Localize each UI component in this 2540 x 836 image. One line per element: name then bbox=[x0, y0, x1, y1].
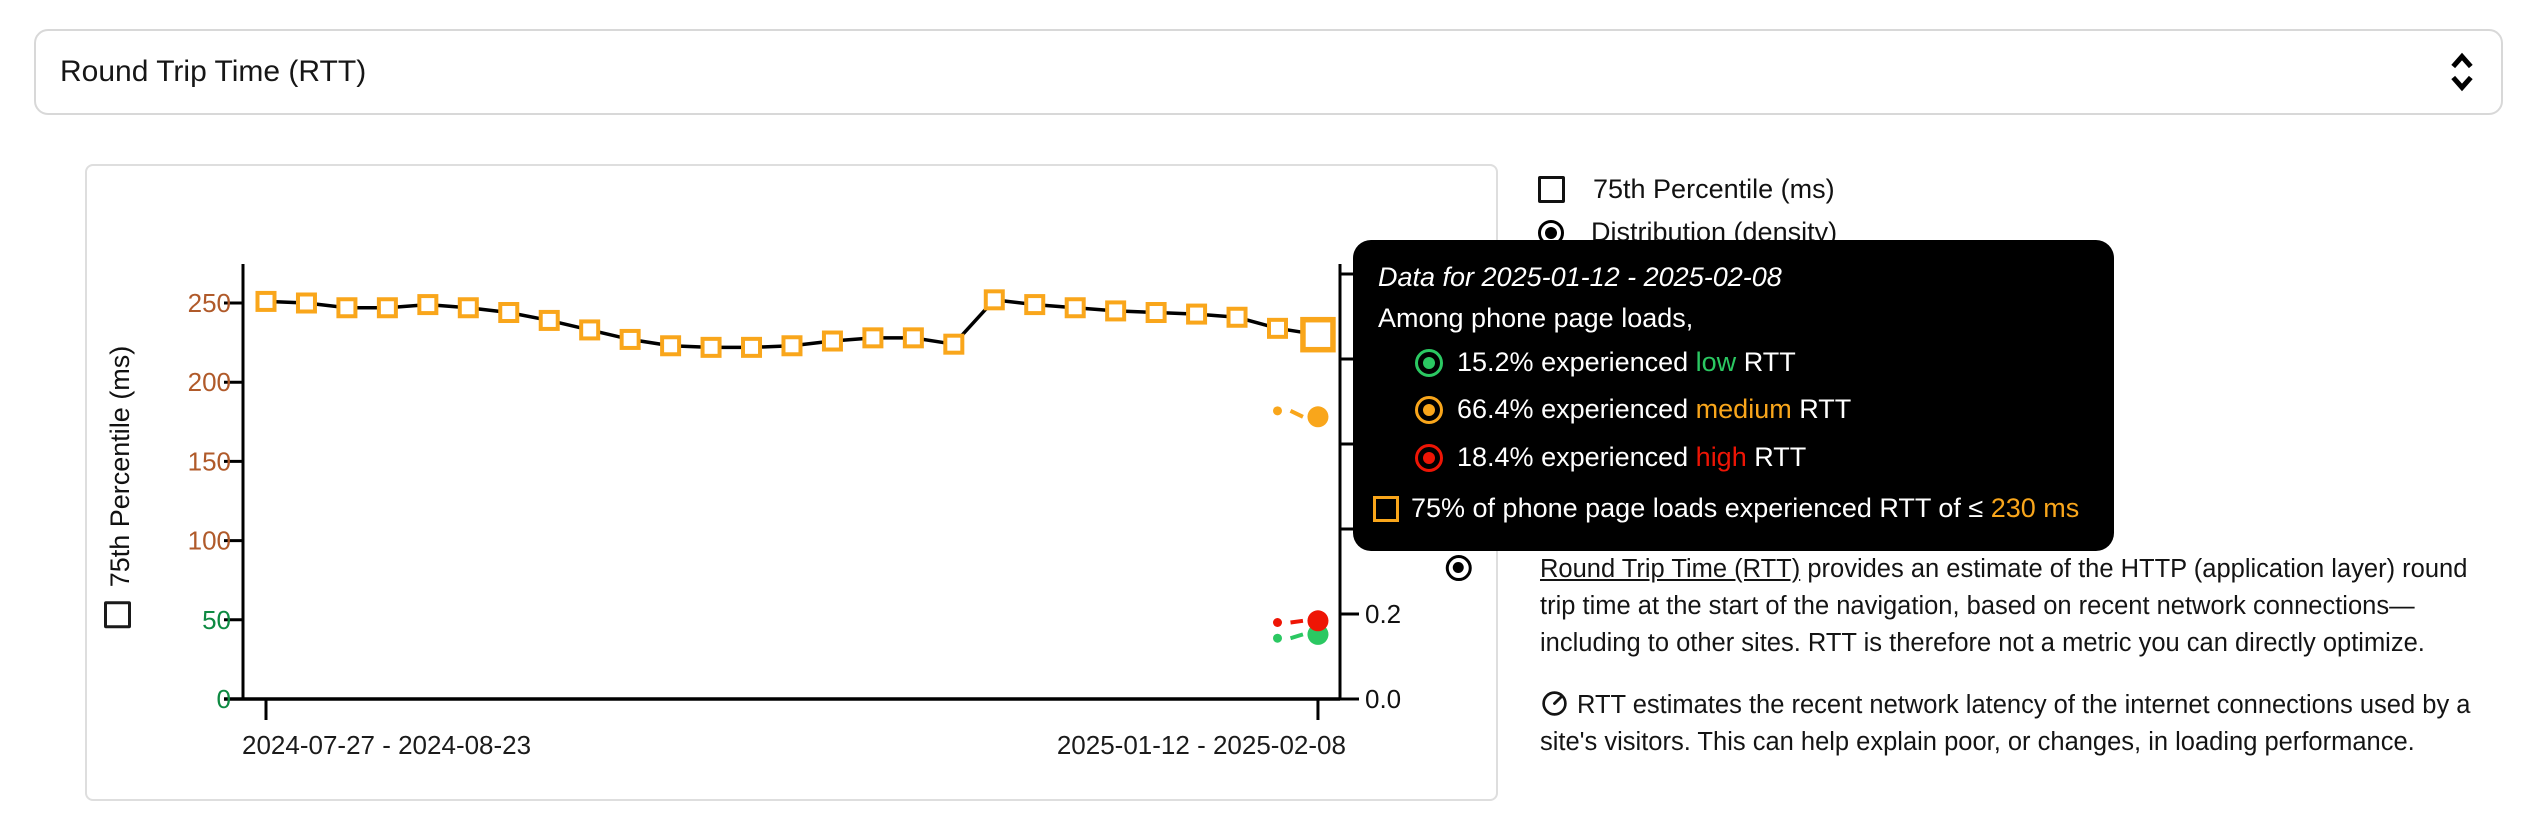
svg-text:0.6: 0.6 bbox=[1365, 429, 1401, 459]
description-paragraph-2: RTT estimates the recent network latency… bbox=[1540, 691, 2471, 756]
unfold-more-icon bbox=[2451, 52, 2473, 92]
svg-text:2024-07-27 - 2024-08-23: 2024-07-27 - 2024-08-23 bbox=[242, 730, 531, 760]
radio-selected-icon bbox=[1445, 555, 1472, 582]
legend-item-75th-percentile[interactable]: 75th Percentile (ms) bbox=[1538, 168, 1837, 211]
metric-select[interactable]: Round Trip Time (RTT) bbox=[34, 29, 2503, 115]
svg-text:0.2: 0.2 bbox=[1365, 599, 1401, 629]
legend-item-distribution[interactable]: Distribution (density) bbox=[1538, 211, 1837, 254]
radio-selected-icon bbox=[1538, 219, 1564, 246]
rtt-docs-link[interactable]: Round Trip Time (RTT) bbox=[1540, 555, 1801, 583]
svg-text:1.0: 1.0 bbox=[1365, 259, 1401, 289]
left-axis-toggle[interactable]: 75th Percentile (ms) bbox=[104, 346, 136, 629]
right-axis-toggle[interactable]: Distribution (density) bbox=[1436, 296, 1472, 582]
chart-card: 0 50 100 150 200 250 0.0 0.2 0.4 0.6 0.8 1.0 2024-07… bbox=[85, 164, 1498, 801]
svg-text:0: 0 bbox=[217, 684, 231, 714]
metric-description: Round Trip Time (RTT) provides an estima… bbox=[1540, 551, 2498, 786]
svg-text:0.0: 0.0 bbox=[1365, 684, 1401, 714]
svg-text:150: 150 bbox=[188, 446, 231, 476]
series-legend: 75th Percentile (ms) Distribution (densi… bbox=[1538, 168, 1837, 254]
right-axis-label: Distribution (density) bbox=[1436, 296, 1467, 544]
svg-text:0.8: 0.8 bbox=[1365, 344, 1401, 374]
description-paragraph-1: Round Trip Time (RTT) provides an estima… bbox=[1540, 555, 2468, 657]
checkbox-unchecked-icon bbox=[1538, 176, 1565, 203]
left-axis-label: 75th Percentile (ms) bbox=[105, 345, 135, 588]
svg-text:0.4: 0.4 bbox=[1365, 514, 1401, 544]
legend-label: Distribution (density) bbox=[1591, 217, 1838, 247]
svg-text:250: 250 bbox=[188, 288, 231, 318]
svg-text:100: 100 bbox=[188, 526, 231, 556]
checkbox-icon bbox=[104, 601, 131, 629]
rtt-chart-plot[interactable]: 0 50 100 150 200 250 0.0 0.2 0.4 0.6 0.8 1.0 2024-07… bbox=[87, 166, 1496, 799]
svg-text:2025-01-12 - 2025-02-08: 2025-01-12 - 2025-02-08 bbox=[1057, 730, 1346, 760]
gauge-icon bbox=[1542, 691, 1567, 716]
metric-select-value: Round Trip Time (RTT) bbox=[60, 55, 367, 88]
svg-text:200: 200 bbox=[188, 367, 231, 397]
legend-label: 75th Percentile (ms) bbox=[1593, 174, 1835, 204]
svg-text:50: 50 bbox=[202, 605, 231, 635]
